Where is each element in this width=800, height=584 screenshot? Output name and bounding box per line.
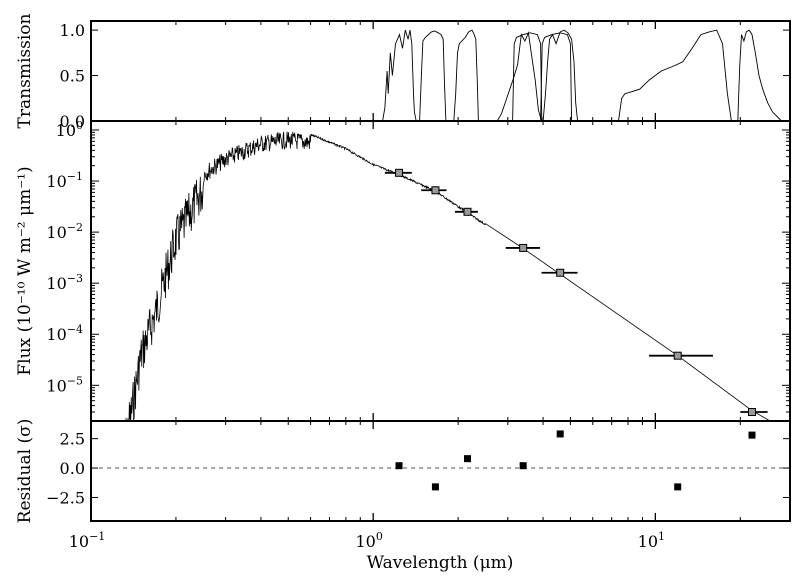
filter-curve-J <box>382 29 417 121</box>
filter-curve-H <box>419 30 447 121</box>
model-spectrum <box>125 131 772 421</box>
x-axis-label: Wavelength (μm) <box>367 553 514 573</box>
photometry-point <box>431 186 440 195</box>
x-tick-label: 101 <box>638 530 665 551</box>
filter-curve-I1 <box>512 32 543 121</box>
photometry-point <box>673 351 682 360</box>
flux-ylabel: Flux (10⁻¹⁰ W m⁻² μm⁻¹) <box>15 166 35 375</box>
residual-point <box>431 483 439 491</box>
residual-point <box>519 462 527 470</box>
photometry-point <box>519 243 528 252</box>
residual-frame <box>90 420 791 522</box>
flux-ytick-label: 10−2 <box>46 221 83 242</box>
sed-panel: 10−5 10−4 10−3 10−2 10−1 100 <box>46 119 791 422</box>
transmission-panel: 0.0 0.5 1.0 <box>60 20 791 131</box>
filter-curve-Ks <box>453 29 479 121</box>
photometry-point <box>556 268 565 277</box>
residual-ytick-label: −2.5 <box>46 488 85 507</box>
residual-point <box>464 455 472 463</box>
residual-point <box>395 462 403 470</box>
transmission-ytick-label: 0.5 <box>60 67 85 86</box>
photometry-point <box>463 207 472 216</box>
filter-curve-I2 <box>540 32 573 121</box>
residual-point <box>556 430 564 438</box>
flux-ytick-label: 10−4 <box>46 323 83 344</box>
residual-point <box>674 483 682 491</box>
filter-curve-W3 <box>618 29 732 121</box>
filter-curve-W2 <box>542 29 579 121</box>
residual-point <box>748 431 756 439</box>
transmission-ytick-label: 0.0 <box>60 112 85 131</box>
residual-panel: −2.5 0.0 2.5 10−1 100 101 <box>46 420 791 551</box>
flux-ytick-label: 10−3 <box>46 272 83 293</box>
transmission-frame <box>90 20 791 122</box>
x-tick-label: 10−1 <box>69 530 106 551</box>
x-tick-label: 100 <box>356 530 383 551</box>
residual-ylabel: Residual (σ) <box>15 419 35 524</box>
photometry-point <box>747 408 756 417</box>
filter-curve-W4 <box>737 29 782 121</box>
residual-ytick-label: 2.5 <box>60 430 85 449</box>
flux-ytick-label: 10−5 <box>46 374 83 395</box>
filter-curve-W1 <box>496 31 542 121</box>
transmission-ylabel: Transmission <box>15 14 35 129</box>
photometry-point <box>395 168 404 177</box>
flux-ytick-label: 100 <box>56 119 83 140</box>
sed-frame <box>90 120 791 422</box>
flux-ytick-label: 10−1 <box>46 170 83 191</box>
transmission-ytick-label: 1.0 <box>60 21 85 40</box>
residual-ytick-label: 0.0 <box>60 459 85 478</box>
